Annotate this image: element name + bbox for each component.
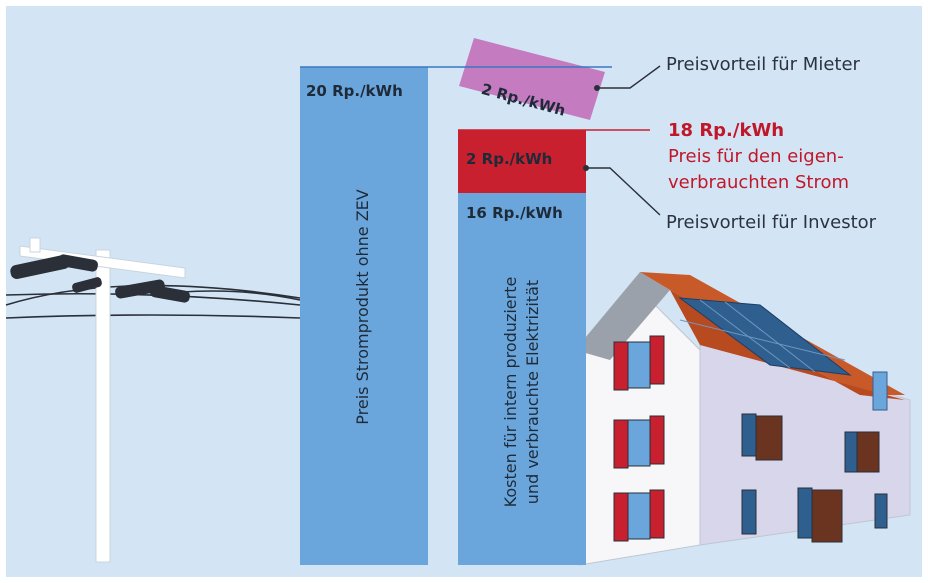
leader-lines — [586, 65, 661, 216]
tenant-block — [459, 38, 605, 120]
price-note-line1: Preis für den eigen- — [668, 146, 844, 167]
bar-right-caption-line1: Kosten für intern produzierte — [501, 276, 520, 508]
red-block-value: 2 Rp./kWh — [466, 150, 553, 168]
insulators — [10, 254, 190, 303]
bar-left-caption: Preis Stromprodukt ohne ZEV — [353, 189, 372, 425]
red-block — [458, 130, 586, 193]
investor-advantage-note: Preisvorteil für Investor — [666, 212, 877, 233]
bar-right-caption-line2: und verbrauchte Elektrizität — [523, 279, 542, 505]
bar-left — [300, 67, 428, 565]
bar-left-value: 20 Rp./kWh — [306, 82, 403, 100]
bar-right-value: 16 Rp./kWh — [466, 204, 563, 222]
tenant-advantage-note: Preisvorteil für Mieter — [666, 54, 860, 75]
house — [574, 272, 911, 566]
bar-right-caption: Kosten für intern produzierte und verbra… — [500, 242, 544, 542]
utility-pole — [19, 237, 186, 563]
price-note-line2: verbrauchten Strom — [668, 172, 849, 193]
bar-right — [458, 193, 586, 565]
price-value-note: 18 Rp./kWh — [668, 120, 785, 141]
